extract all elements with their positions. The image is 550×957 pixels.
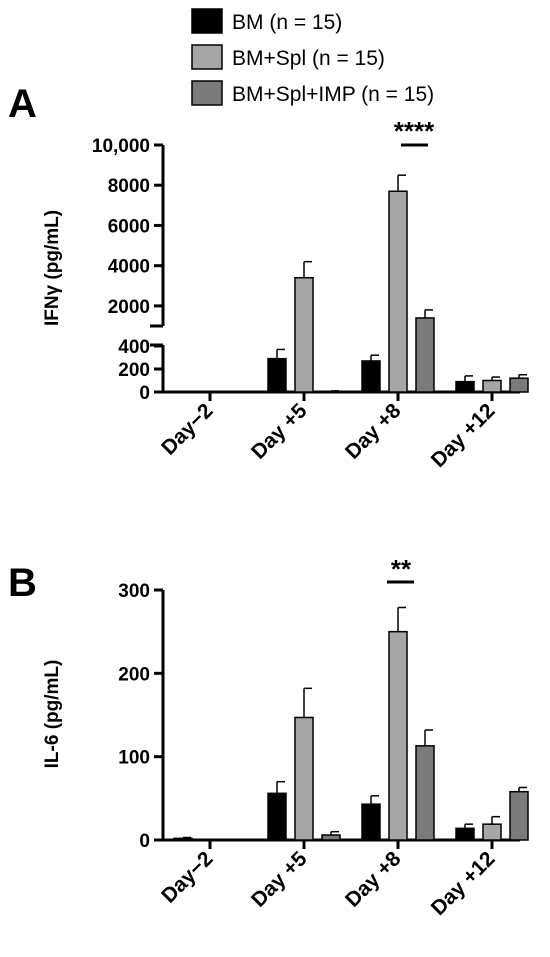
panel-b-error-bar-bm-spl-imp bbox=[518, 786, 527, 792]
panel-b-significance: ** bbox=[387, 554, 414, 584]
panel-a-x-tick-label: Day +5 bbox=[247, 399, 312, 464]
panel-a-error-bar-bm bbox=[276, 348, 285, 359]
panel-a-bar-bm-spl bbox=[294, 276, 314, 393]
panel-b-bars bbox=[173, 606, 529, 841]
panel-a-y-tick-label: 200 bbox=[118, 360, 150, 381]
panel-b-x-tick-label: Day +5 bbox=[247, 847, 312, 912]
panel-a-y-axis-label: IFNγ (pg/mL) bbox=[42, 210, 63, 326]
panel-b-y-tick-label: 0 bbox=[139, 831, 150, 852]
panel-a-x-tick-label: Day +8 bbox=[341, 399, 406, 464]
legend-swatch-bm-spl bbox=[191, 44, 223, 70]
panel-a-significance-label: **** bbox=[394, 116, 435, 146]
panel-a-x-tick-label: Day +12 bbox=[427, 399, 500, 472]
panel-a-y-tick-label: 10,000 bbox=[92, 136, 150, 157]
panel-b-bar-bm-spl-imp bbox=[415, 745, 435, 841]
panel-b-error-bar-bm bbox=[276, 780, 285, 794]
panel-b-y-tick-label: 100 bbox=[118, 748, 150, 769]
panel-a-error-bar-bm-spl-imp bbox=[424, 309, 433, 318]
panel-b-error-bar-bm-spl bbox=[303, 687, 312, 718]
panel-a-bar-bm-spl-imp bbox=[415, 317, 435, 393]
legend: BM (n = 15) BM+Spl (n = 15) BM+Spl+IMP (… bbox=[191, 8, 434, 106]
panel-b-bar-bm bbox=[173, 837, 193, 841]
panel-a-bar-bm-spl bbox=[388, 190, 408, 393]
panel-b-y-tick-label: 300 bbox=[118, 581, 150, 602]
panel-b-x-tick-label: Day +8 bbox=[341, 847, 406, 912]
legend-item-bm-spl: BM+Spl (n = 15) bbox=[191, 44, 385, 70]
panel-a-bar-bm-spl-imp bbox=[509, 377, 529, 393]
panel-b-error-bar-bm-spl-imp bbox=[424, 729, 433, 746]
panel-b-x-ticks: Day−2 Day +5 Day +8 Day +12 bbox=[157, 840, 500, 920]
panel-a-y-tick-label: 0 bbox=[139, 383, 150, 404]
panel-a-error-bar-bm bbox=[464, 375, 473, 382]
panel-b-bar-bm bbox=[267, 792, 287, 841]
panel-b-error-bar-bm bbox=[464, 823, 473, 829]
legend-swatch-bm bbox=[191, 8, 223, 34]
legend-item-bm: BM (n = 15) bbox=[191, 8, 342, 34]
panel-a-y-tick-label: 6000 bbox=[108, 216, 150, 237]
panel-a-x-tick-label: Day−2 bbox=[157, 399, 217, 459]
panel-b-letter: B bbox=[8, 561, 37, 605]
panel-b-bar-bm bbox=[455, 827, 475, 841]
legend-label-bm: BM (n = 15) bbox=[232, 11, 342, 34]
panel-a-error-bar-bm-spl-imp bbox=[330, 390, 339, 392]
panel-a-error-bar-bm-spl bbox=[491, 376, 500, 381]
panel-a-error-bar-bm bbox=[370, 354, 379, 361]
panel-a-y-tick-label: 8000 bbox=[108, 176, 150, 197]
panel-a-bar-bm bbox=[267, 357, 287, 393]
panel-b-error-bar-bm bbox=[182, 836, 191, 839]
panel-b-error-bar-bm-spl bbox=[397, 606, 406, 632]
panel-b-bar-bm bbox=[361, 803, 381, 841]
legend-swatch-bm-spl-imp bbox=[191, 80, 223, 106]
panel-b-x-tick-label: Day +12 bbox=[427, 847, 500, 920]
panel-b-y-tick-label: 200 bbox=[118, 664, 150, 685]
panel-a-bar-bm-spl bbox=[482, 379, 502, 393]
panel-b-bar-bm-spl bbox=[294, 716, 314, 841]
panel-a-error-bar-bm-spl-imp bbox=[518, 374, 527, 379]
panel-a-error-bar-bm-spl bbox=[303, 260, 312, 278]
panel-a-letter: A bbox=[8, 82, 37, 126]
panel-a-y-tick-label: 2000 bbox=[108, 297, 150, 318]
panel-b-y-ticks: 0 100 200 300 bbox=[118, 581, 163, 852]
panel-a-x-ticks: Day−2 Day +5 Day +8 Day +12 bbox=[157, 392, 500, 472]
panel-b-error-bar-bm-spl-imp bbox=[330, 830, 339, 835]
panel-b-bar-bm-spl bbox=[482, 823, 502, 841]
panel-a-y-tick-label: 400 bbox=[118, 337, 150, 358]
panel-a-bar-bm bbox=[455, 380, 475, 393]
panel-a-significance: **** bbox=[394, 116, 435, 147]
panel-b-significance-label: ** bbox=[391, 554, 412, 584]
legend-item-bm-spl-imp: BM+Spl+IMP (n = 15) bbox=[191, 80, 434, 106]
panel-b-bar-bm-spl-imp bbox=[509, 790, 529, 841]
panel-a-y-tick-label: 4000 bbox=[108, 257, 150, 278]
panel-b-error-bar-bm bbox=[370, 795, 379, 805]
panel-b-y-axis-label: IL-6 (pg/mL) bbox=[42, 660, 63, 769]
panel-b-x-tick-label: Day−2 bbox=[157, 847, 217, 907]
panel-a-bars bbox=[267, 174, 529, 393]
panel-a-error-bar-bm-spl bbox=[397, 174, 406, 192]
panel-b-bar-bm-spl bbox=[388, 630, 408, 841]
legend-label-bm-spl-imp: BM+Spl+IMP (n = 15) bbox=[232, 83, 434, 106]
panel-b-bar-bm-spl-imp bbox=[321, 834, 341, 841]
legend-label-bm-spl: BM+Spl (n = 15) bbox=[232, 47, 385, 70]
panel-a-bar-bm bbox=[361, 360, 381, 393]
panel-b-error-bar-bm-spl bbox=[491, 815, 500, 825]
